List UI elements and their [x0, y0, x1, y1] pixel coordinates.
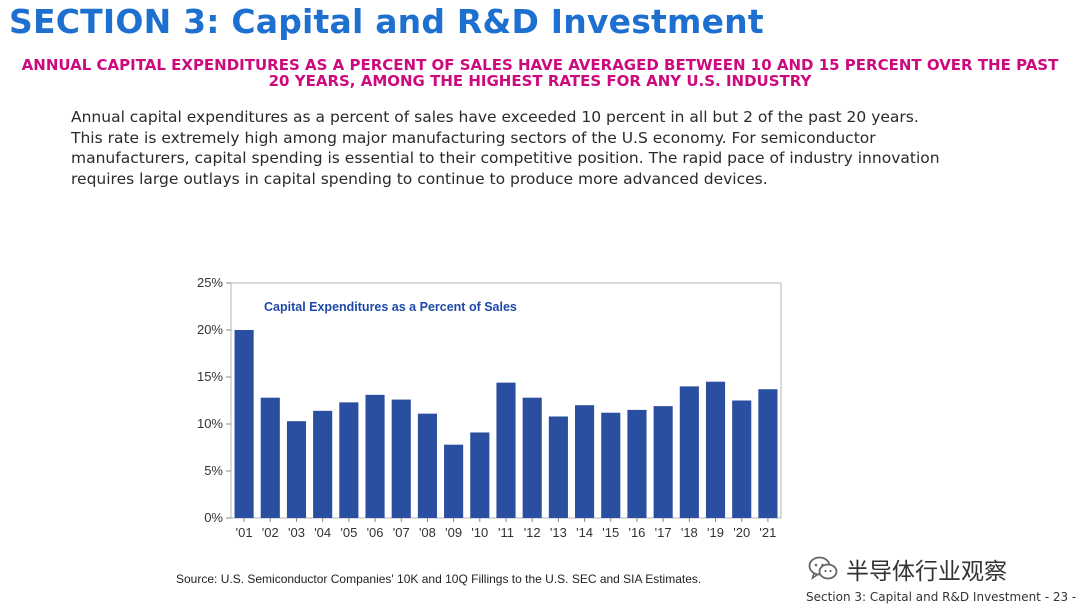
x-tick-label: '05 — [340, 525, 357, 540]
bar — [470, 432, 490, 518]
page-footer: Section 3: Capital and R&D Investment - … — [806, 590, 1077, 604]
bar — [548, 416, 568, 518]
x-tick-label: '18 — [681, 525, 698, 540]
x-tick-label: '11 — [498, 525, 514, 540]
chart-labels: 0% 5% 10% 15% 20% 25% '01 '02 '03 '04 '05 '06 '07 '08… — [197, 275, 776, 540]
x-tick-label: '14 — [576, 525, 593, 540]
wechat-icon — [808, 556, 838, 580]
x-tick-label: '01 — [236, 525, 253, 540]
bar — [496, 382, 516, 518]
x-tick-label: '19 — [707, 525, 724, 540]
bar — [705, 381, 726, 518]
source-note: Source: U.S. Semiconductor Companies' 10… — [176, 572, 702, 586]
x-tick-label: '12 — [524, 525, 541, 540]
watermark: 半导体行业观察 — [808, 552, 1007, 586]
x-tick-label: '13 — [550, 525, 567, 540]
y-tick-label: 10% — [197, 416, 223, 431]
bar — [679, 386, 699, 518]
bar — [575, 405, 595, 518]
x-tick-label: '16 — [628, 525, 645, 540]
x-tick-label: '09 — [445, 525, 462, 540]
watermark-text: 半导体行业观察 — [846, 559, 1007, 585]
x-tick-label: '15 — [602, 525, 619, 540]
bar — [234, 330, 254, 518]
x-tick-label: '03 — [288, 525, 305, 540]
bar — [339, 402, 359, 518]
x-tick-label: '10 — [471, 525, 488, 540]
bar — [286, 421, 307, 518]
x-tick-label: '08 — [419, 525, 436, 540]
body-paragraph: Annual capital expenditures as a percent… — [71, 108, 940, 188]
y-tick-label: 15% — [197, 369, 223, 384]
x-tick-label: '21 — [759, 525, 776, 540]
y-tick-label: 0% — [204, 510, 223, 525]
y-tick-label: 5% — [204, 463, 223, 478]
page-title: SECTION 3: Capital and R&D Investment — [9, 2, 764, 41]
bar — [444, 444, 464, 518]
x-tick-label: '02 — [262, 525, 279, 540]
bar — [417, 413, 437, 518]
x-tick-label: '20 — [733, 525, 750, 540]
x-tick-label: '17 — [655, 525, 672, 540]
bar — [732, 400, 752, 518]
bar — [391, 399, 411, 518]
bar — [653, 406, 673, 518]
chart-bars — [234, 330, 778, 518]
bar — [313, 410, 333, 518]
bar — [522, 397, 542, 518]
x-tick-label: '06 — [367, 525, 384, 540]
bar — [627, 409, 647, 518]
section-subheading: ANNUAL CAPITAL EXPENDITURES AS A PERCENT… — [21, 56, 1059, 90]
y-tick-label: 25% — [197, 275, 223, 290]
y-tick-label: 20% — [197, 322, 223, 337]
bar — [601, 412, 621, 518]
x-tick-label: '04 — [314, 525, 331, 540]
bar — [365, 394, 385, 518]
bar — [260, 397, 280, 518]
bar — [758, 389, 778, 518]
x-tick-label: '07 — [393, 525, 410, 540]
chart-title: Capital Expenditures as a Percent of Sal… — [264, 300, 517, 314]
